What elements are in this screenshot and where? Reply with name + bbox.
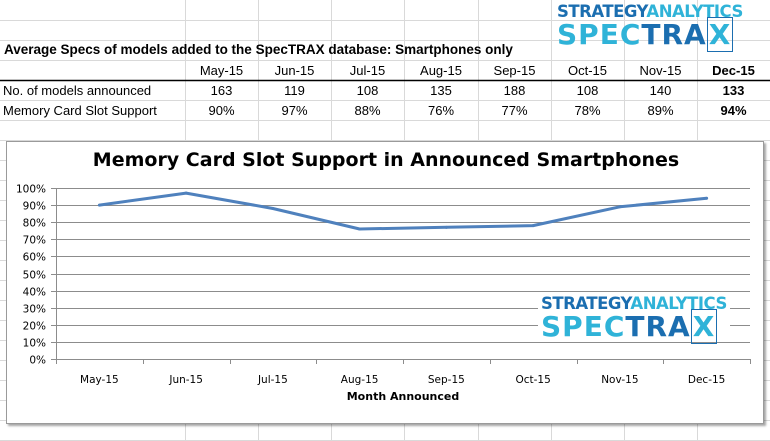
column-header[interactable]: Dec-15 xyxy=(712,63,755,78)
x-tick-label: Nov-15 xyxy=(601,374,638,386)
data-point[interactable] xyxy=(184,191,188,195)
logo-analytics: ANALYTICS xyxy=(630,294,727,313)
column-header[interactable]: May-15 xyxy=(199,63,244,78)
y-tick-label: 0% xyxy=(29,355,46,367)
table-cell[interactable]: 140 xyxy=(649,83,672,98)
y-tick-label: 20% xyxy=(23,321,46,333)
table-cell[interactable]: 108 xyxy=(356,83,379,98)
x-tick-label: Jun-15 xyxy=(168,374,203,386)
row-label[interactable]: No. of models announced xyxy=(3,83,152,98)
x-tick-label: Oct-15 xyxy=(515,374,550,386)
y-tick-label: 100% xyxy=(16,184,46,196)
table-cell[interactable]: 97% xyxy=(281,103,308,118)
table-cell[interactable]: 77% xyxy=(501,103,528,118)
data-point[interactable] xyxy=(618,205,622,209)
table-cell[interactable]: 108 xyxy=(576,83,599,98)
logo-spec: SPEC xyxy=(541,309,626,343)
x-tick-label: Jul-15 xyxy=(257,374,288,386)
data-point[interactable] xyxy=(531,224,535,228)
logo-x: X xyxy=(706,16,734,52)
data-point[interactable] xyxy=(705,196,709,200)
table-cell[interactable]: 78% xyxy=(574,103,601,118)
logo-strategy: STRATEGY xyxy=(541,294,631,313)
table-cell[interactable]: 90% xyxy=(208,103,235,118)
x-axis-label: Month Announced xyxy=(347,390,460,403)
x-tick-label: Dec-15 xyxy=(688,374,725,386)
table-cell[interactable]: 88% xyxy=(354,103,381,118)
data-point[interactable] xyxy=(97,203,101,207)
logo-x: X xyxy=(690,308,718,344)
column-header[interactable]: Jul-15 xyxy=(349,63,386,78)
x-tick-label: Sep-15 xyxy=(428,374,465,386)
column-header[interactable]: Oct-15 xyxy=(567,63,607,78)
table-cell[interactable]: 133 xyxy=(722,83,745,98)
data-point[interactable] xyxy=(358,227,362,231)
data-point[interactable] xyxy=(271,207,275,211)
chart-title: Memory Card Slot Support in Announced Sm… xyxy=(93,149,679,171)
table-cell[interactable]: 188 xyxy=(503,83,526,98)
table-title: Average Specs of models added to the Spe… xyxy=(4,42,513,57)
y-tick-label: 30% xyxy=(23,304,46,316)
table-cell[interactable]: 94% xyxy=(720,103,747,118)
x-tick-label: Aug-15 xyxy=(341,374,379,386)
table-cell[interactable]: 76% xyxy=(427,103,455,118)
y-tick-label: 80% xyxy=(23,218,46,230)
data-point[interactable] xyxy=(444,225,448,229)
column-header[interactable]: Aug-15 xyxy=(420,63,462,78)
y-tick-label: 10% xyxy=(23,338,46,350)
logo-tra: TRA xyxy=(625,309,691,343)
table-cell[interactable]: 135 xyxy=(430,83,452,98)
y-tick-label: 70% xyxy=(23,235,46,247)
column-header[interactable]: Jun-15 xyxy=(274,63,315,78)
column-header[interactable]: Nov-15 xyxy=(639,63,682,78)
logo-analytics: ANALYTICS xyxy=(646,2,743,21)
logo-tra: TRA xyxy=(641,17,707,51)
logo-strategy: STRATEGY xyxy=(557,2,647,21)
table-cell[interactable]: 119 xyxy=(284,83,305,98)
x-tick-label: May-15 xyxy=(80,374,119,386)
column-header[interactable]: Sep-15 xyxy=(493,63,536,78)
y-tick-label: 90% xyxy=(23,201,46,213)
y-tick-label: 60% xyxy=(23,252,46,264)
strategy-analytics-logo-top: STRATEGYANALYTICS SPECTRAX xyxy=(557,2,743,52)
table-cell[interactable]: 89% xyxy=(647,103,674,118)
row-label[interactable]: Memory Card Slot Support xyxy=(3,103,157,118)
logo-spec: SPEC xyxy=(557,17,642,51)
table-cell[interactable]: 163 xyxy=(210,83,233,98)
y-tick-label: 40% xyxy=(23,287,46,299)
y-tick-label: 50% xyxy=(23,270,46,282)
series-line[interactable] xyxy=(99,191,707,231)
strategy-analytics-logo-chart: STRATEGYANALYTICS SPECTRAX xyxy=(538,294,730,344)
